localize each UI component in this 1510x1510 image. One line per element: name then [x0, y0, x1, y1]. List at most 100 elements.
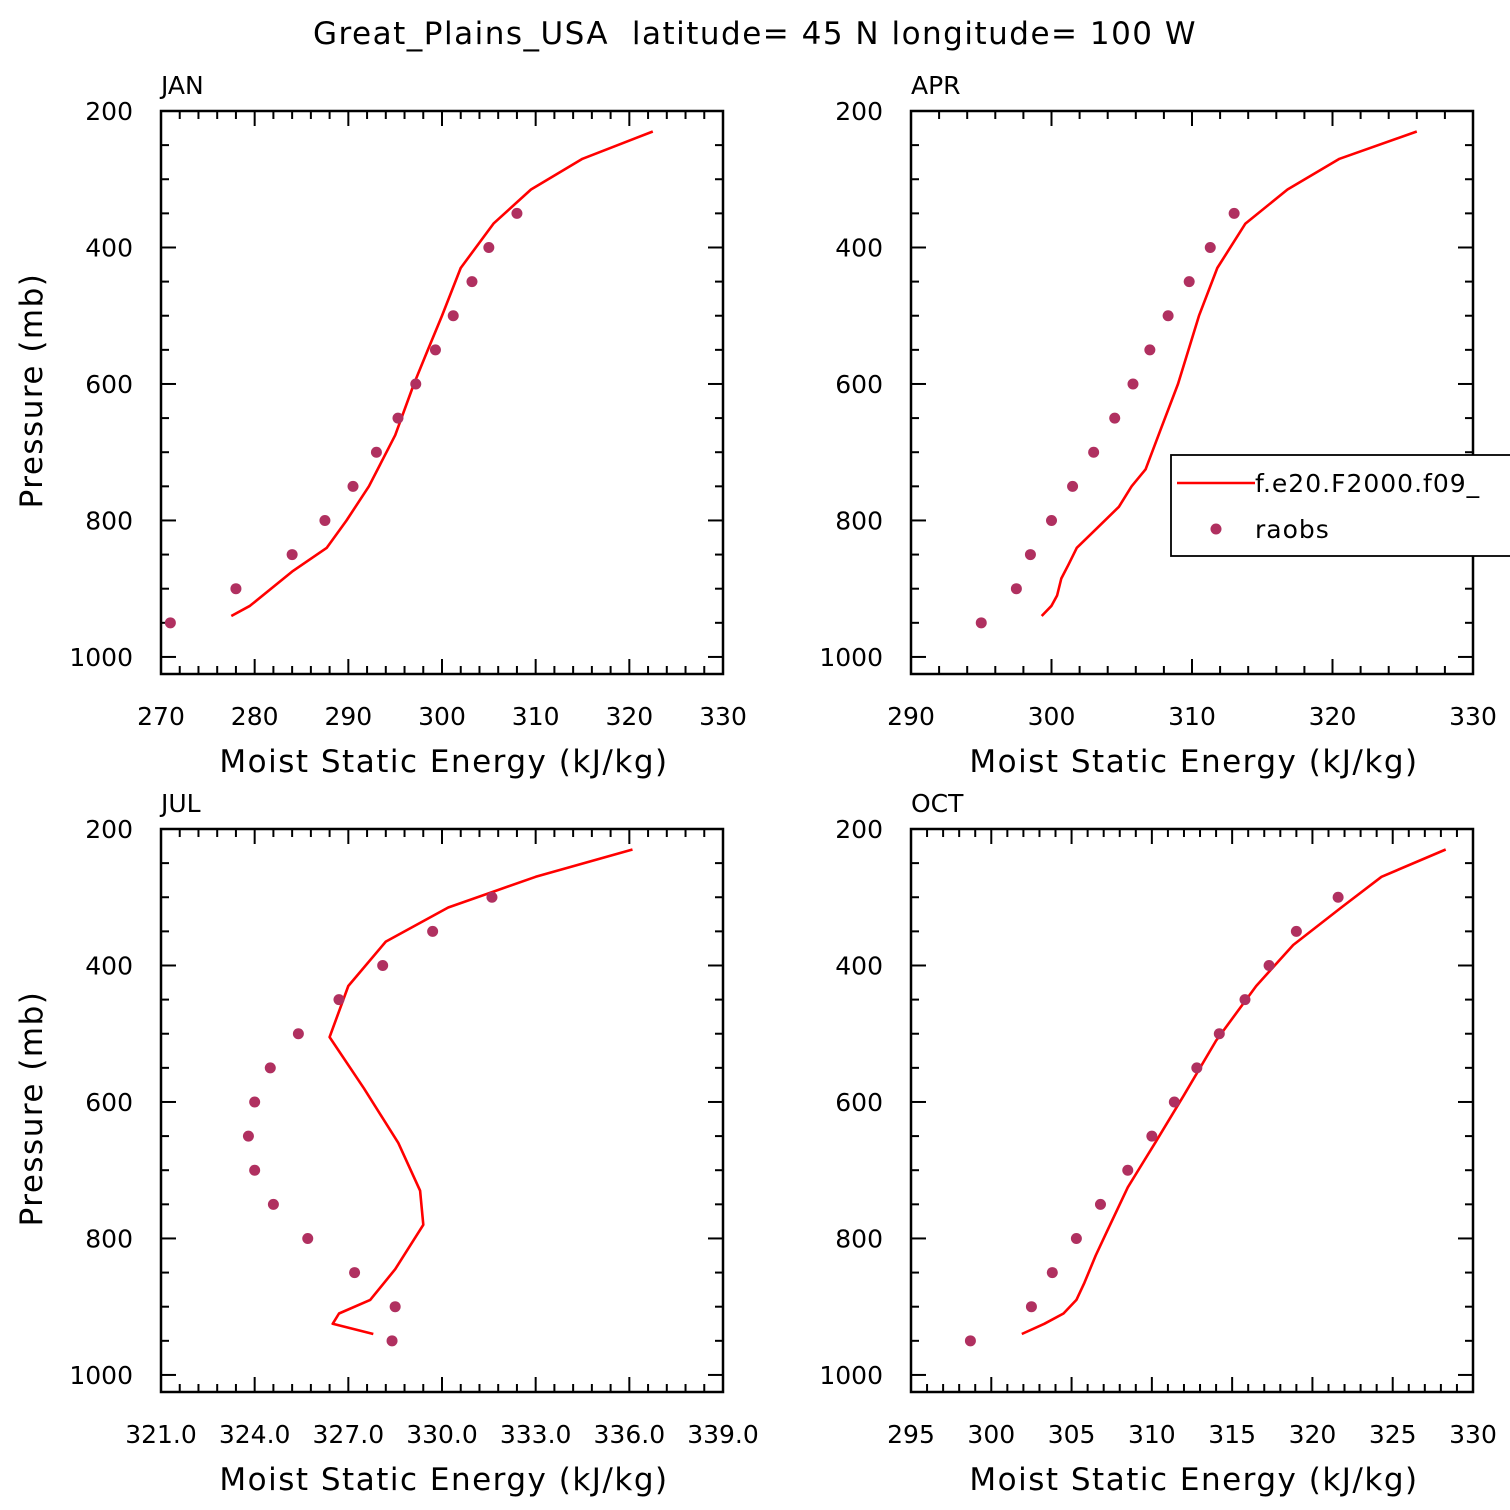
x-tick-label: 270 — [137, 702, 185, 731]
raobs-point — [242, 1130, 254, 1142]
raobs-point — [249, 1096, 261, 1108]
legend-label-model: f.e20.F2000.f09_ — [1255, 469, 1480, 498]
raobs-point — [1024, 549, 1036, 561]
y-tick-label: 800 — [85, 1224, 133, 1253]
raobs-point — [1228, 207, 1240, 219]
raobs-point — [267, 1198, 279, 1210]
x-axis-title: Moist Static Energy (kJ/kg) — [969, 1462, 1418, 1498]
x-tick-label: 333.0 — [500, 1420, 572, 1449]
raobs-point — [1070, 1232, 1082, 1244]
x-tick-label: 310 — [512, 702, 560, 731]
raobs-point — [1025, 1301, 1037, 1313]
x-axis-title: Moist Static Energy (kJ/kg) — [219, 1462, 668, 1498]
panel-label: OCT — [911, 789, 964, 818]
raobs-point — [410, 378, 422, 390]
raobs-point — [447, 310, 459, 322]
raobs-point — [386, 1335, 398, 1347]
raobs-point — [1146, 1130, 1158, 1142]
x-tick-label: 325 — [1369, 1420, 1417, 1449]
y-tick-label: 200 — [835, 815, 883, 844]
y-axis-title: Pressure (mb) — [14, 273, 50, 509]
x-tick-label: 300 — [1028, 702, 1076, 731]
raobs-point — [1046, 514, 1057, 526]
y-tick-label: 600 — [85, 370, 133, 399]
raobs-point — [1183, 276, 1195, 288]
panel-jan: 270 280 290 300 310 320 330 200 400 600 800 1000 JAN… — [14, 71, 747, 780]
y-tick-label: 1000 — [69, 1361, 133, 1390]
panels: 270 280 290 300 310 320 330 200 400 600 800 1000 JAN… — [14, 71, 1510, 1498]
x-tick-label: 295 — [887, 1420, 935, 1449]
raobs-point — [427, 925, 439, 937]
x-tick-label: 330 — [1449, 702, 1497, 731]
raobs-point — [370, 446, 382, 458]
x-tick-label: 280 — [231, 702, 279, 731]
raobs-point — [1332, 891, 1344, 903]
y-tick-label: 400 — [835, 951, 883, 980]
plot-frame — [159, 827, 725, 1394]
x-tick-label: 330.0 — [406, 1420, 478, 1449]
raobs-point — [1263, 959, 1275, 971]
plot-frame — [159, 109, 725, 676]
y-tick-label: 400 — [835, 233, 883, 262]
raobs-point — [1290, 925, 1302, 937]
legend-marker-swatch — [1210, 523, 1222, 535]
y-tick-label: 1000 — [819, 1361, 883, 1390]
panel-apr: 290 300 310 320 330 200 400 600 800 1000 APR Moist … — [819, 71, 1496, 780]
raobs-point — [1088, 446, 1100, 458]
x-tick-label: 339.0 — [687, 1420, 759, 1449]
raobs-point — [349, 1267, 361, 1279]
figure-title: Great_Plains_USA latitude= 45 N longitud… — [313, 16, 1197, 52]
raobs-point — [230, 583, 242, 595]
x-tick-label: 330 — [1449, 1420, 1497, 1449]
panel-label: JUL — [159, 789, 201, 818]
raobs-point — [511, 207, 523, 219]
raobs-point — [264, 1062, 276, 1074]
x-tick-label: 320 — [1289, 1420, 1337, 1449]
raobs-point — [466, 276, 478, 288]
raobs-point — [1094, 1198, 1106, 1210]
model-series-line — [328, 848, 633, 1336]
legend-box — [1170, 454, 1510, 557]
raobs-point — [1144, 344, 1156, 356]
y-tick-label: 400 — [85, 951, 133, 980]
raobs-point — [1162, 310, 1174, 322]
raobs-point — [1213, 1028, 1225, 1040]
raobs-point — [333, 994, 345, 1006]
raobs-point — [249, 1164, 261, 1176]
x-tick-label: 315 — [1208, 1420, 1256, 1449]
y-tick-label: 600 — [85, 1088, 133, 1117]
y-tick-label: 400 — [85, 233, 133, 262]
x-tick-label: 324.0 — [219, 1420, 291, 1449]
x-tick-label: 330 — [699, 702, 747, 731]
y-tick-label: 800 — [835, 506, 883, 535]
x-axis-title: Moist Static Energy (kJ/kg) — [219, 744, 668, 780]
y-tick-label: 200 — [85, 97, 133, 126]
raobs-point — [302, 1232, 314, 1244]
raobs-point — [1239, 994, 1251, 1006]
y-tick-label: 600 — [835, 370, 883, 399]
raobs-point — [1204, 241, 1216, 253]
raobs-point — [347, 480, 359, 492]
x-tick-label: 300 — [967, 1420, 1015, 1449]
x-tick-label: 320 — [605, 702, 653, 731]
x-axis-title: Moist Static Energy (kJ/kg) — [969, 744, 1418, 780]
x-tick-label: 290 — [324, 702, 372, 731]
raobs-point — [1127, 378, 1139, 390]
raobs-point — [429, 344, 441, 356]
x-tick-label: 320 — [1309, 702, 1357, 731]
y-tick-label: 600 — [835, 1088, 883, 1117]
y-tick-label: 200 — [835, 97, 883, 126]
raobs-point — [1046, 1267, 1058, 1279]
raobs-point — [389, 1301, 401, 1313]
x-tick-label: 327.0 — [313, 1420, 385, 1449]
raobs-point — [392, 412, 404, 424]
raobs-point — [483, 241, 495, 253]
y-tick-label: 1000 — [819, 643, 883, 672]
y-axis-title: Pressure (mb) — [14, 991, 50, 1227]
raobs-point — [292, 1028, 304, 1040]
raobs-point — [319, 514, 331, 526]
raobs-point — [1122, 1164, 1134, 1176]
raobs-point — [964, 1335, 976, 1347]
y-tick-label: 800 — [85, 506, 133, 535]
x-tick-label: 305 — [1048, 1420, 1096, 1449]
